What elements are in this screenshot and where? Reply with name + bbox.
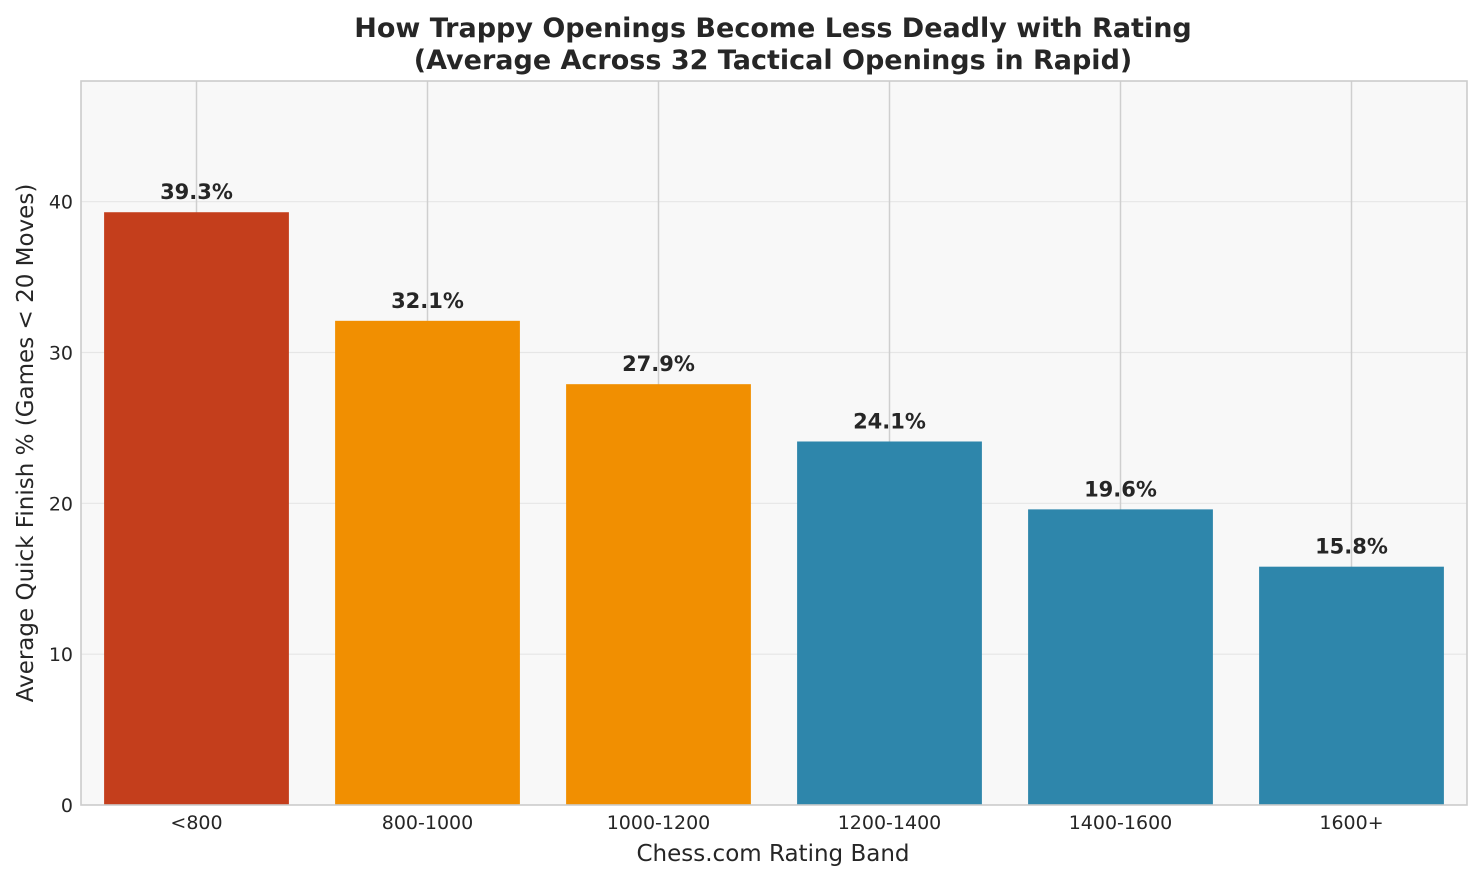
bar-0 [104,212,289,806]
bar-value-label: 19.6% [1084,477,1157,501]
bar-value-label: 27.9% [622,352,695,376]
bar-value-label: 15.8% [1315,535,1388,559]
bar-value-label: 24.1% [853,409,926,433]
x-tick-label: 1000-1200 [607,812,711,834]
y-tick-label: 20 [49,493,73,515]
x-axis-label: Chess.com Rating Band [636,841,909,867]
bar-2 [566,384,751,805]
x-tick-label: <800 [170,812,222,834]
bar-3 [797,441,982,805]
y-axis-label: Average Quick Finish % (Games < 20 Moves… [13,184,39,703]
chart-subtitle: (Average Across 32 Tactical Openings in … [414,45,1132,76]
data-labels: 39.3% 32.1% 27.9% 24.1% 19.6% 15.8% [160,180,1388,558]
chart-title: How Trappy Openings Become Less Deadly w… [354,13,1192,44]
plot-frame [80,80,1468,806]
bars [104,212,1444,806]
bar-1 [335,320,520,805]
x-tick-label: 800-1000 [382,812,473,834]
y-tick-label: 10 [49,644,73,666]
x-tick-label: 1600+ [1319,812,1383,834]
y-tick-label: 0 [61,795,73,817]
x-axis-ticks: <800 800-1000 1000-1200 1200-1400 1400-1600 1… [170,812,1383,834]
y-tick-label: 40 [49,192,73,214]
y-axis-ticks: 0 10 20 30 40 [49,192,73,817]
x-tick-label: 1400-1600 [1069,812,1173,834]
bar-value-label: 32.1% [391,289,464,313]
bar-5 [1259,566,1444,805]
y-tick-label: 30 [49,343,73,365]
bar-4 [1028,509,1213,805]
x-tick-label: 1200-1400 [838,812,942,834]
bar-value-label: 39.3% [160,180,233,204]
